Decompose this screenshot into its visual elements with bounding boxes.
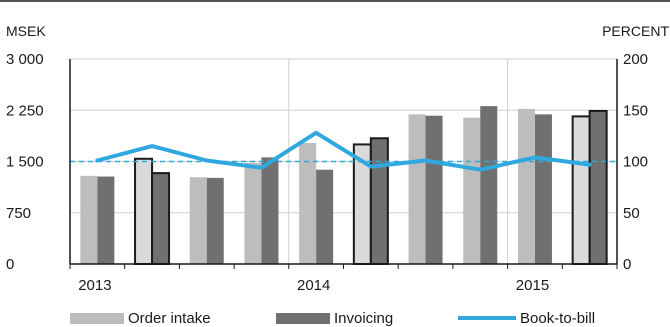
order-intake-bar xyxy=(518,109,535,264)
chart: MSEK PERCENT 3 000 200 2 250 150 1 500 100 750… xyxy=(0,0,670,310)
legend-book-to-bill-label: Book-to-bill xyxy=(520,310,595,327)
invoicing-bar xyxy=(371,138,388,264)
legend-invoicing-label: Invoicing xyxy=(334,310,393,327)
book-to-bill-swatch xyxy=(458,316,516,320)
right-tick-label: 50 xyxy=(623,205,640,222)
left-tick-label: 3 000 xyxy=(6,51,44,68)
right-tick-label: 0 xyxy=(623,256,631,273)
order-intake-bar xyxy=(135,159,152,264)
year-label: 2015 xyxy=(516,277,549,294)
right-tick-label: 200 xyxy=(623,51,648,68)
invoicing-bar xyxy=(97,177,114,264)
invoicing-bar xyxy=(207,178,224,264)
right-axis-unit: PERCENT xyxy=(602,23,669,39)
year-label: 2014 xyxy=(297,277,330,294)
bars xyxy=(80,106,606,264)
legend-order-intake-label: Order intake xyxy=(128,310,211,327)
invoicing-bar xyxy=(535,114,552,264)
right-tick-label: 150 xyxy=(623,102,648,119)
order-intake-bar xyxy=(573,116,590,264)
book-to-bill-series xyxy=(97,133,589,170)
left-tick-label: 2 250 xyxy=(6,102,44,119)
legend: Order intake Invoicing Book-to-bill xyxy=(0,309,670,327)
legend-order-intake: Order intake xyxy=(70,309,211,327)
legend-invoicing: Invoicing xyxy=(276,309,393,327)
invoicing-swatch xyxy=(276,313,330,324)
invoicing-bar xyxy=(480,106,497,264)
invoicing-bar xyxy=(426,116,443,264)
invoicing-bar xyxy=(590,111,607,264)
order-intake-bar xyxy=(244,163,261,264)
left-tick-label: 1 500 xyxy=(6,154,44,171)
order-intake-bar xyxy=(463,118,480,264)
order-intake-swatch xyxy=(70,313,124,324)
order-intake-bar xyxy=(190,177,207,264)
order-intake-bar xyxy=(409,114,426,264)
invoicing-bar xyxy=(261,157,278,264)
invoicing-bar xyxy=(316,170,333,264)
left-tick-label: 0 xyxy=(6,256,14,273)
right-tick-label: 100 xyxy=(623,154,648,171)
invoicing-bar xyxy=(152,173,169,264)
left-tick-label: 750 xyxy=(6,205,31,222)
year-label: 2013 xyxy=(78,277,111,294)
legend-book-to-bill: Book-to-bill xyxy=(458,309,595,327)
left-axis-unit: MSEK xyxy=(6,23,46,39)
order-intake-bar xyxy=(80,176,97,264)
